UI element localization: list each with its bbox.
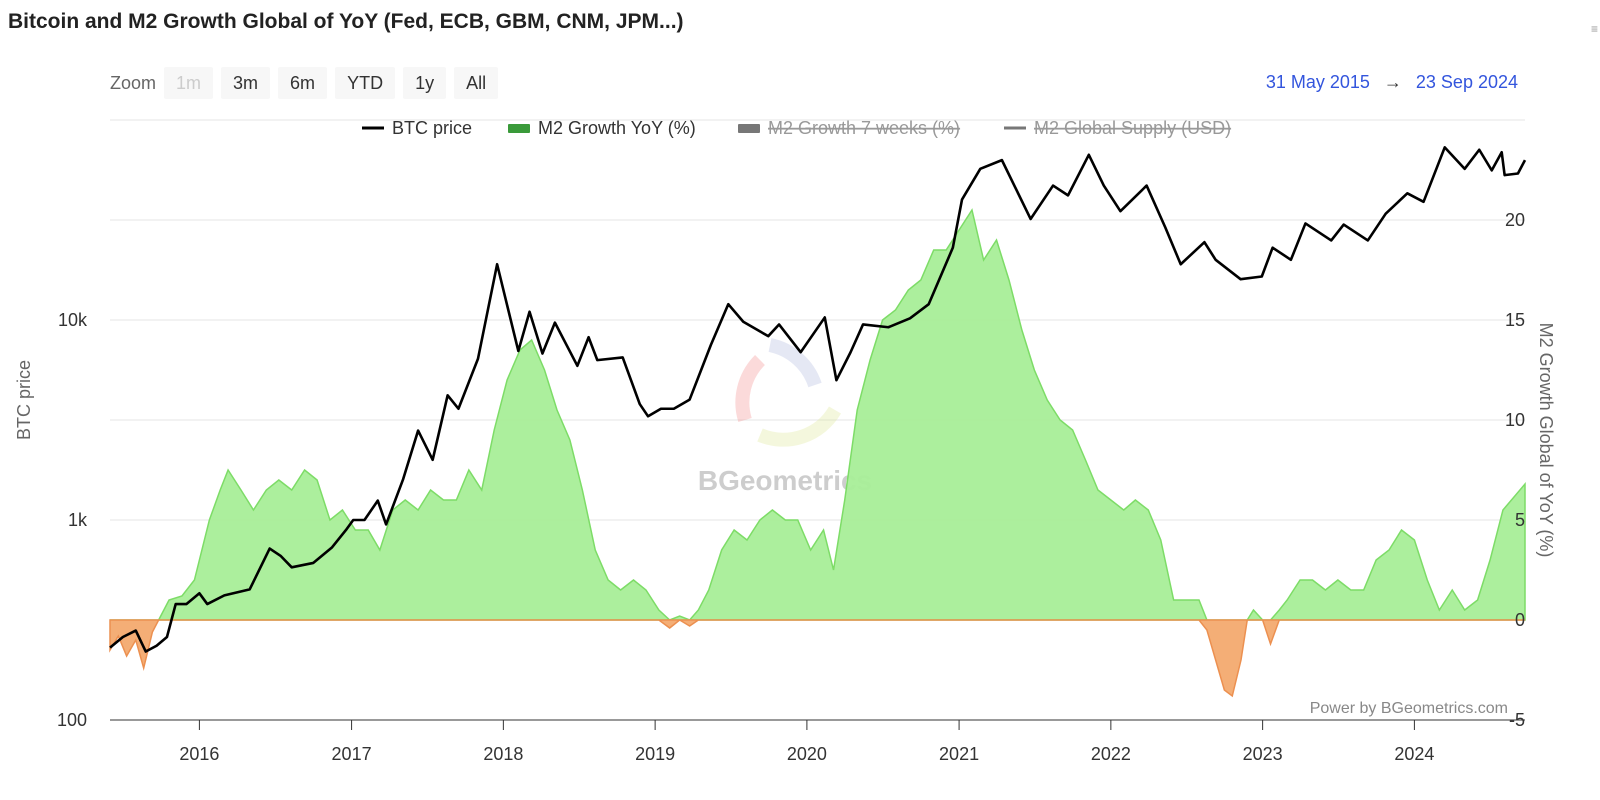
m2-growth-area-positive: [110, 208, 1526, 621]
y-left-tick-label: 100: [57, 710, 87, 730]
zoom-label: Zoom: [110, 72, 157, 93]
y-right-axis-label: M2 Growth Global of YoY (%): [1536, 323, 1556, 558]
legend-item[interactable]: M2 Growth YoY (%): [508, 118, 696, 138]
range-to-input[interactable]: 23 Sep 2024: [1415, 72, 1518, 92]
x-tick-label: 2021: [939, 744, 979, 764]
y-right-ticks: -5 0 5 10 15 20: [1505, 210, 1525, 730]
x-tick-label: 2024: [1394, 744, 1434, 764]
btc-price-line: [109, 146, 1527, 653]
y-right-tick-label: 0: [1515, 610, 1525, 630]
y-right-tick-label: 10: [1505, 410, 1525, 430]
watermark-arc: [757, 406, 842, 447]
zoom-ytd-button[interactable]: YTD: [335, 67, 396, 99]
watermark-logo: [735, 338, 842, 447]
x-tick-label: 2018: [483, 744, 523, 764]
credit-text: Power by BGeometrics.com: [1310, 700, 1508, 717]
range-from-input[interactable]: 31 May 2015: [1265, 72, 1370, 92]
zoom-all-button[interactable]: All: [454, 67, 499, 99]
watermark-text: BGeometrics: [698, 465, 872, 496]
legend-item[interactable]: M2 Global Supply (USD): [1004, 118, 1231, 138]
y-left-axis-label: BTC price: [14, 360, 34, 440]
zoom-bar: Zoom 1m 3m 6m YTD 1y All: [110, 67, 506, 99]
m2-growth-area-negative: [109, 619, 1525, 698]
y-right-tick-label: 5: [1515, 510, 1525, 530]
zoom-3m-button[interactable]: 3m: [221, 67, 271, 99]
legend: BTC price M2 Growth YoY (%) M2 Growth 7 we…: [362, 118, 1231, 138]
date-range: 31 May 2015 → 23 Sep 2024: [1266, 72, 1518, 93]
y-left-ticks: 100 1k 10k: [57, 310, 88, 730]
y-left-tick-label: 1k: [68, 510, 88, 530]
x-axis-ticks: 2016 2017 2018 2019 2020 2021 2022 2023 2024: [179, 720, 1434, 764]
y-right-tick-label: 20: [1505, 210, 1525, 230]
legend-label: M2 Growth YoY (%): [538, 118, 696, 138]
x-tick-label: 2016: [179, 744, 219, 764]
legend-item[interactable]: BTC price: [362, 118, 472, 138]
watermark-arc: [768, 338, 822, 388]
grid-lines: [110, 119, 1525, 721]
y-left-tick-label: 10k: [58, 310, 88, 330]
x-tick-label: 2017: [332, 744, 372, 764]
range-arrow-icon: →: [1383, 72, 1402, 92]
x-tick-label: 2023: [1243, 744, 1283, 764]
x-tick-label: 2020: [787, 744, 827, 764]
zoom-6m-button[interactable]: 6m: [278, 67, 328, 99]
x-tick-label: 2022: [1091, 744, 1131, 764]
x-tick-label: 2019: [635, 744, 675, 764]
legend-item[interactable]: M2 Growth 7 weeks (%): [738, 118, 960, 138]
zoom-1y-button[interactable]: 1y: [403, 67, 447, 99]
legend-label: M2 Growth 7 weeks (%): [768, 118, 960, 138]
chart-title: Bitcoin and M2 Growth Global of YoY (Fed…: [8, 10, 684, 33]
legend-label: M2 Global Supply (USD): [1034, 118, 1231, 138]
legend-symbol: [738, 124, 760, 133]
menu-icon[interactable]: ≡: [1590, 22, 1598, 36]
legend-symbol: [508, 124, 530, 133]
zoom-1m-button[interactable]: 1m: [164, 67, 214, 99]
y-right-tick-label: 15: [1505, 310, 1525, 330]
legend-label: BTC price: [392, 118, 472, 138]
y-right-tick-label: -5: [1509, 710, 1525, 730]
watermark-arc: [735, 355, 766, 423]
